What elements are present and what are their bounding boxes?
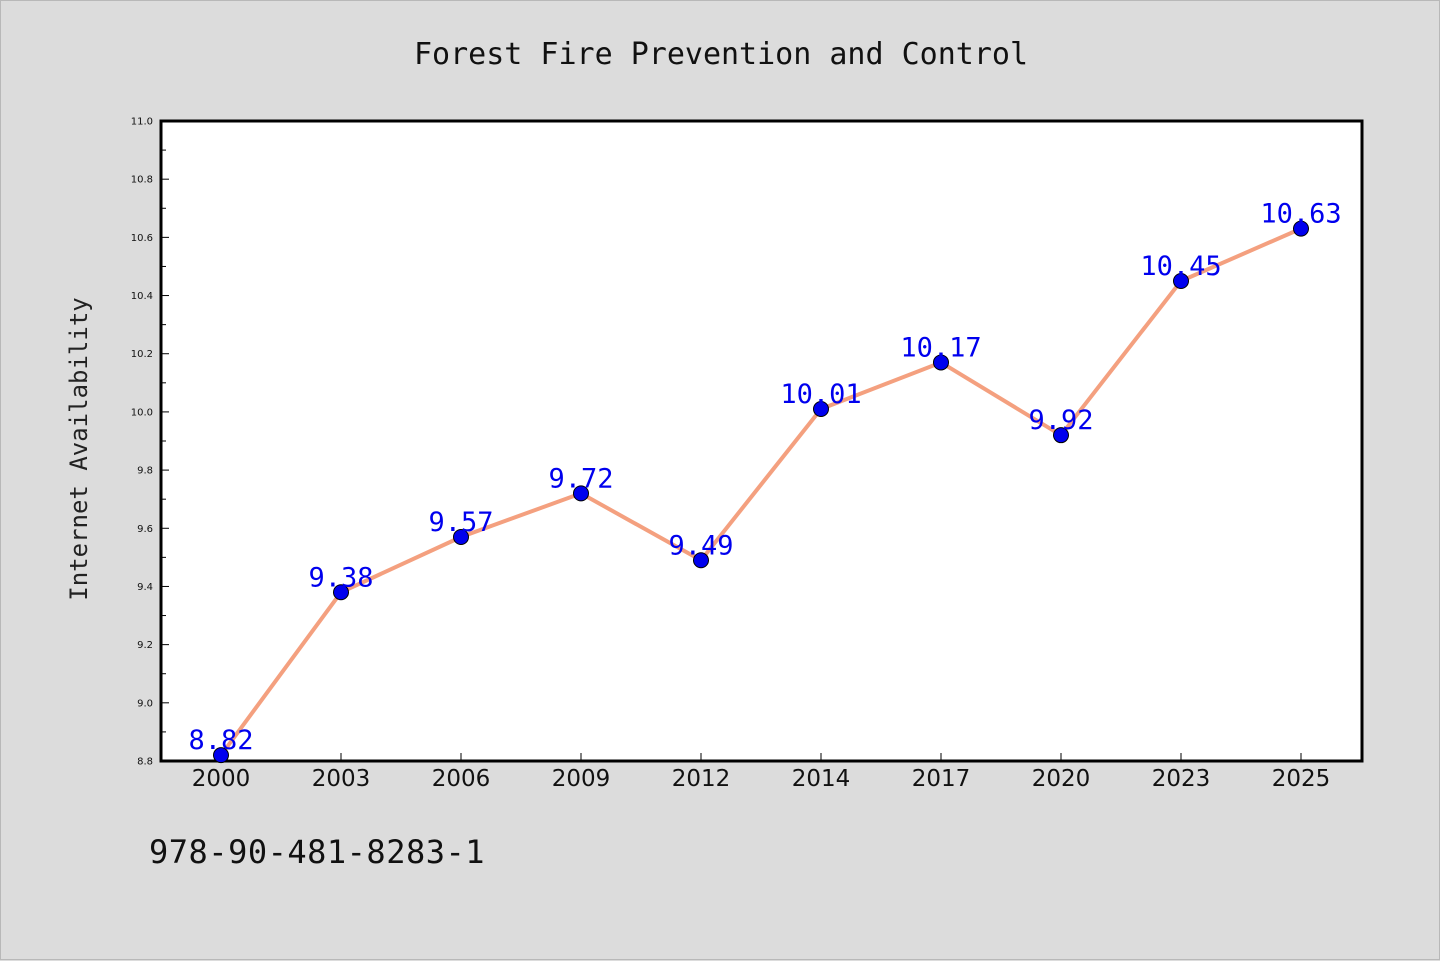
x-tick-label: 2000 [192,766,251,792]
data-point [213,747,229,764]
data-label: 9.57 [428,507,493,538]
y-tick-label: 9.4 [137,582,153,593]
y-tick-label: 10.4 [131,291,153,302]
x-tick-label: 2006 [432,766,491,792]
data-point [1293,220,1309,237]
y-tick-label: 10.8 [131,175,153,186]
data-label: 10.45 [1140,251,1221,282]
x-tick-label: 2012 [672,766,731,792]
x-tick-label: 2020 [1032,766,1091,792]
y-tick-label: 9.6 [137,524,153,535]
data-label: 10.63 [1260,199,1341,230]
y-tick-label: 10.6 [131,233,153,244]
data-point [933,354,949,371]
data-point [813,401,829,417]
data-point [453,529,469,545]
data-point [693,552,709,569]
data-label: 8.82 [188,725,253,756]
x-tick-label: 2017 [912,766,971,792]
chart-title: Forest Fire Prevention and Control [414,37,1028,72]
data-label: 10.17 [900,332,981,363]
x-tick-label: 2014 [792,766,851,792]
data-point [1053,427,1069,444]
x-tick-label: 2025 [1272,766,1331,792]
data-label: 9.92 [1028,405,1093,436]
data-label: 10.01 [780,379,861,410]
y-tick-label: 9.2 [137,640,153,651]
data-label: 9.38 [308,562,373,593]
plot-area [159,119,1364,763]
series-layer: 8.82 9.38 9.57 9.72 9.49 10.01 10.17 9.92 10.45 1… [188,199,1342,764]
data-label: 9.49 [668,530,733,561]
x-tick-label: 2003 [312,766,371,792]
y-tick-label: 9.8 [137,466,153,477]
x-tick-label: 2009 [552,766,611,792]
x-tick-label: 2023 [1152,766,1211,792]
data-label: 9.72 [548,463,613,494]
data-point [333,584,349,601]
data-point [1173,273,1189,289]
y-tick-label: 11.0 [131,117,153,128]
x-axis: 2000 2003 2006 2009 2012 2014 2017 2020 2023 2025 [192,753,1331,792]
y-axis: 8.8 9.0 9.2 9.4 9.6 9.8 10.0 10.2 10.4 10.6 10.8 11… [131,117,169,768]
isbn-code: 978-90-481-8283-1 [149,833,486,871]
y-tick-label: 10.0 [131,407,153,418]
series-line [219,226,1303,758]
y-tick-label: 8.8 [137,757,153,768]
data-point [573,485,589,502]
y-axis-label: Internet Availability [65,297,93,600]
y-tick-label: 10.2 [131,349,153,360]
y-tick-label: 9.0 [137,698,153,709]
